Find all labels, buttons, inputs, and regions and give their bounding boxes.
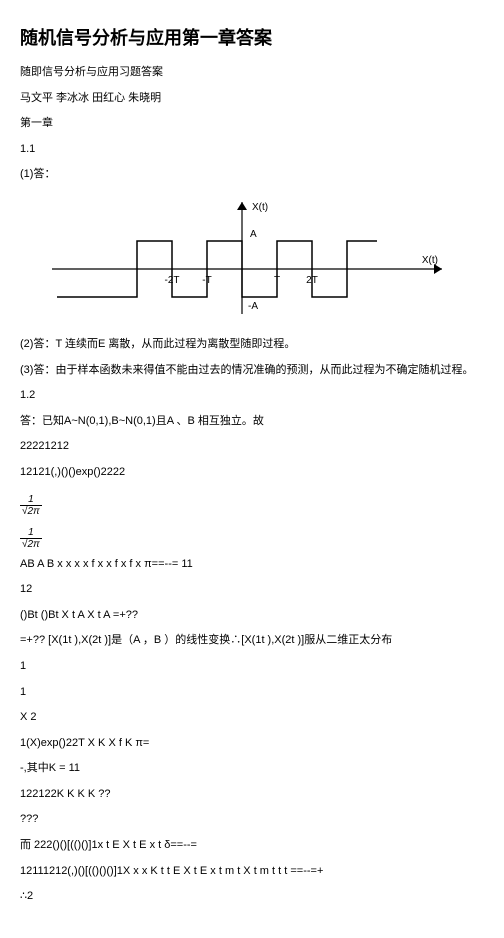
text-line: 1.2 <box>20 387 484 405</box>
fraction: 1 √2π <box>20 527 42 550</box>
text-line: =+?? [X(1t ),X(2t )]是（A ，B ）的线性变换∴[X(1t … <box>20 632 484 650</box>
text-line: (3)答：由于样本函数未来得值不能由过去的情况准确的预测，从而此过程为不确定随机… <box>20 362 484 380</box>
text-line: 1.1 <box>20 141 484 159</box>
page-title: 随机信号分析与应用第一章答案 <box>20 24 484 50</box>
svg-text:-2T: -2T <box>165 275 180 286</box>
fraction-num: 1 <box>20 494 42 506</box>
text-line: (2)答：T 连续而E 离散，从而此过程为离散型随即过程。 <box>20 336 484 354</box>
text-line: 答：已知A~N(0,1),B~N(0,1)且A 、B 相互独立。故 <box>20 413 484 431</box>
svg-text:A: A <box>250 229 257 240</box>
text-line: 而 222()()[(()()]1x t E X t E x t δ==--= <box>20 837 484 855</box>
text-line: 12 <box>20 581 484 599</box>
text-line: 12111212(,)()[(()()()]1X x x K t t E X t… <box>20 863 484 881</box>
svg-text:-T: -T <box>202 275 211 286</box>
text-line: AB A B x x x x f x x f x f x π==--= 11 <box>20 556 484 574</box>
text-line: 122122K K K K ?? <box>20 786 484 804</box>
chart-svg: -2T -T T 2T A -A X(t) X(t) <box>42 194 462 324</box>
svg-text:-A: -A <box>248 301 258 312</box>
text-line: -,其中K = 11 <box>20 760 484 778</box>
fraction-den: √2π <box>20 539 42 550</box>
svg-text:T: T <box>274 275 280 286</box>
svg-text:X(t): X(t) <box>422 255 438 266</box>
text-line: 随即信号分析与应用习题答案 <box>20 64 484 82</box>
text-line: ()Bt ()Bt X t A X t A =+?? <box>20 607 484 625</box>
fraction-den: √2π <box>20 506 42 517</box>
fraction: 1 √2π <box>20 494 42 517</box>
text-line: (1)答： <box>20 166 484 184</box>
text-line: 1 <box>20 658 484 676</box>
signal-chart: -2T -T T 2T A -A X(t) X(t) <box>20 194 484 324</box>
text-line: 1(X)exp()22T X K X f K π= <box>20 735 484 753</box>
fraction-num: 1 <box>20 527 42 539</box>
text-line: 1 <box>20 684 484 702</box>
svg-text:X(t): X(t) <box>252 202 268 213</box>
text-line: 第一章 <box>20 115 484 133</box>
svg-text:2T: 2T <box>306 275 318 286</box>
text-line: ??? <box>20 811 484 829</box>
text-line: ∴2 <box>20 888 484 906</box>
text-line: 12121(,)()()exp()2222 <box>20 464 484 482</box>
text-line: 马文平 李冰冰 田红心 朱晓明 <box>20 90 484 108</box>
text-line: 22221212 <box>20 438 484 456</box>
text-line: X 2 <box>20 709 484 727</box>
